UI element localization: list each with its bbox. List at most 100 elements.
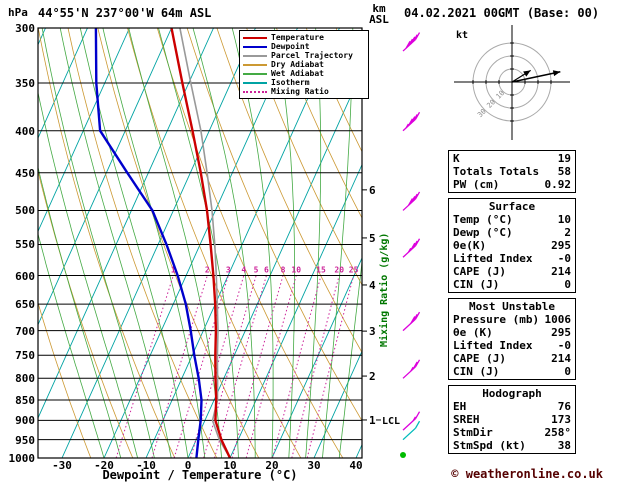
table-row-label: CIN (J) [453, 278, 500, 291]
arrowhead [523, 70, 531, 77]
x-axis-title: Dewpoint / Temperature (°C) [102, 468, 298, 482]
svg-text:25: 25 [349, 266, 359, 275]
table-header: Surface [488, 200, 536, 213]
svg-text:6: 6 [264, 266, 269, 275]
pressure-label: 750 [15, 349, 35, 363]
table-row: Lifted Index -0 [449, 339, 575, 352]
km-tick-label: 4 [369, 279, 376, 292]
table-row-value: 2 [564, 226, 571, 239]
km-tick-label: 2 [369, 370, 376, 383]
wind-barb-column [400, 32, 421, 458]
dewpoint-curve [94, 28, 203, 458]
table-row: Dewp (°C) 2 [449, 226, 575, 239]
table-row-label: EH [453, 400, 467, 413]
table-row-label: Totals Totals [453, 165, 540, 178]
temperature-tick-label: -10 [136, 459, 156, 472]
table-row: K 19 [449, 152, 575, 165]
table-row-label: Temp (°C) [453, 213, 513, 226]
table-hodograph: Hodograph EH 76 SREH 173 StmDir 258° StmSpd (kt… [448, 385, 576, 454]
wind-barb [402, 32, 421, 52]
table-row-value: -0 [557, 339, 571, 352]
profiles [94, 28, 232, 458]
km-tick-label: 6 [369, 184, 376, 197]
hodograph-unit-label: kt [456, 30, 468, 41]
table-row: θe (K) 295 [449, 326, 575, 339]
legend-line-sample [243, 81, 267, 84]
pressure-label: 950 [15, 433, 35, 447]
table-row: Totals Totals 58 [449, 165, 575, 178]
table-row-label: Lifted Index [453, 339, 533, 352]
temperature-tick-label: 10 [223, 459, 237, 472]
km-axis: 6 5 4 3 2 1 LCL [362, 184, 400, 427]
wind-barb [402, 411, 421, 431]
table-row-label: Pressure (mb) [453, 313, 540, 326]
pressure-label: 600 [15, 269, 35, 283]
table-row-value: 214 [551, 352, 571, 365]
table-row: θe(K) 295 [449, 239, 575, 252]
legend-line-sample [243, 45, 267, 48]
table-row-value: -0 [557, 252, 571, 265]
pressure-label: 550 [15, 238, 35, 252]
wind-barb [402, 359, 421, 379]
temperature-curve [170, 28, 232, 458]
table-most-unstable: Most Unstable Pressure (mb) 1006 θe (K) 295 L… [448, 298, 576, 380]
mixing-ratio-lines [115, 275, 355, 458]
svg-text:2: 2 [205, 266, 210, 275]
pressure-unit-label: hPa [8, 6, 28, 19]
pressure-label: 850 [15, 393, 35, 407]
km-tick-label: 5 [369, 232, 376, 245]
table-row: CIN (J) 0 [449, 365, 575, 378]
svg-text:15: 15 [316, 266, 326, 275]
wind-barb [402, 238, 421, 258]
temperature-tick-label: 20 [265, 459, 279, 472]
legend-label: Dewpoint [271, 42, 310, 51]
table-row: CAPE (J) 214 [449, 265, 575, 278]
legend-item: Parcel Trajectory [243, 51, 365, 60]
mixing-ratio-axis-label: Mixing Ratio (g/kg) [379, 232, 390, 347]
table-row-value: 76 [557, 400, 571, 413]
table-row-value: 10 [557, 213, 571, 226]
temperature-tick-label: -30 [52, 459, 72, 472]
table-row: Lifted Index -0 [449, 252, 575, 265]
station-title: 44°55'N 237°00'W 64m ASL [38, 6, 212, 20]
legend-line-sample [243, 36, 267, 39]
asl-label: ASL [369, 13, 389, 26]
run-datetime: 04.02.2021 00GMT (Base: 00) [404, 6, 600, 20]
table-row: StmSpd (kt) 38 [449, 439, 575, 452]
pressure-label: 800 [15, 372, 35, 386]
table-row-label: Dewp (°C) [453, 226, 513, 239]
legend-label: Temperature [271, 33, 324, 42]
pressure-label: 700 [15, 324, 35, 338]
legend: Temperature Dewpoint Parcel Trajectory Dry … [239, 30, 369, 99]
hodograph-ring-label: 10 [495, 89, 507, 101]
pressure-label: 450 [15, 166, 35, 180]
pressure-label: 400 [15, 124, 35, 138]
copyright: © weatheronline.co.uk [451, 467, 603, 481]
parcel-trajectory-curve [179, 28, 231, 458]
legend-item: Dry Adiabat [243, 60, 365, 69]
table-row-value: 295 [551, 326, 571, 339]
table-row-value: 38 [557, 439, 571, 452]
pressure-label: 300 [15, 22, 35, 35]
table-row: CIN (J) 0 [449, 278, 575, 291]
stats-tables: K 19 Totals Totals 58 PW (cm) 0.92 Surface Temp… [448, 150, 576, 459]
svg-text:20: 20 [334, 266, 344, 275]
temperature-tick-label: -20 [94, 459, 114, 472]
table-row-value: 214 [551, 265, 571, 278]
legend-line-sample [243, 90, 267, 93]
table-row-label: CAPE (J) [453, 265, 506, 278]
table-row-value: 0.92 [544, 178, 572, 191]
legend-item: Isotherm [243, 78, 365, 87]
pressure-label: 650 [15, 298, 35, 312]
temperature-tick-label: 30 [307, 459, 321, 472]
legend-label: Wet Adiabat [271, 69, 324, 78]
svg-text:3: 3 [226, 266, 231, 275]
table-header: Hodograph [482, 387, 542, 400]
table-row-label: StmDir [453, 426, 493, 439]
table-surface: Surface Temp (°C) 10 Dewp (°C) 2 θe(K) 295 Lift… [448, 198, 576, 293]
pressure-label: 350 [15, 77, 35, 91]
table-row-label: θe(K) [453, 239, 487, 252]
table-header: Most Unstable [468, 300, 556, 313]
table-row-value: 0 [564, 365, 571, 378]
